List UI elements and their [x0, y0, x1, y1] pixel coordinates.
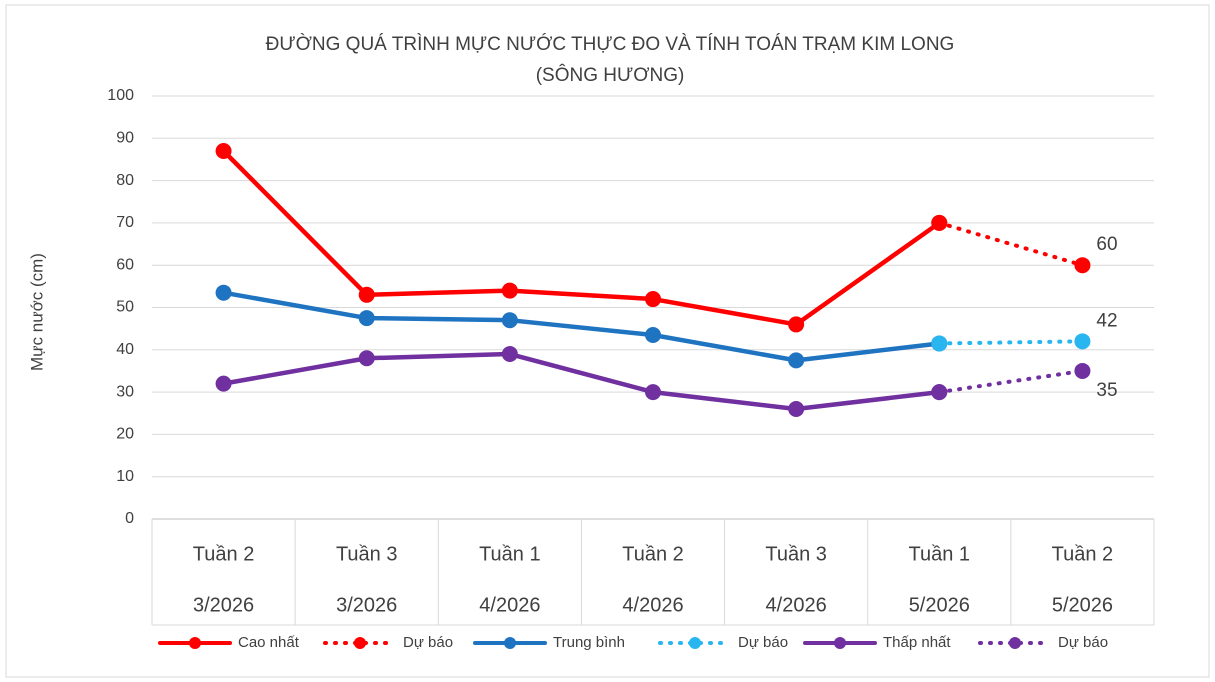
series-line [221, 148, 942, 327]
series-line [221, 351, 942, 412]
data-point [788, 401, 805, 418]
x-tick-label: 4/2026 [622, 594, 683, 616]
x-tick-label: Tuần 1 [909, 543, 971, 565]
legend-label: Thấp nhất [883, 634, 951, 651]
chart-title: (SÔNG HƯƠNG) [536, 64, 685, 86]
data-point [1074, 333, 1091, 350]
y-tick-label: 80 [116, 172, 134, 189]
y-axis-label: Mực nước (cm) [27, 253, 46, 371]
data-point [215, 284, 232, 301]
data-label: 35 [1096, 380, 1117, 401]
x-tick-label: 4/2026 [479, 594, 540, 616]
data-point [931, 214, 948, 231]
data-point [1074, 362, 1091, 379]
y-tick-label: 70 [116, 214, 134, 231]
x-tick-label: Tuần 3 [336, 543, 398, 565]
data-label: 60 [1096, 234, 1117, 255]
data-point [1074, 257, 1091, 274]
legend-label: Trung bình [553, 634, 625, 651]
x-tick-label: Tuần 1 [479, 543, 541, 565]
data-point [501, 282, 518, 299]
data-point [358, 310, 375, 327]
y-tick-label: 100 [107, 87, 134, 104]
y-tick-label: 90 [116, 130, 134, 147]
data-point [645, 326, 661, 343]
x-tick-label: 3/2026 [336, 594, 397, 616]
data-point [358, 286, 375, 303]
y-tick-label: 50 [116, 299, 134, 316]
legend-marker [504, 637, 516, 649]
x-tick-label: Tuần 2 [193, 543, 255, 565]
data-point [931, 335, 948, 352]
legend-label: Dự báo [738, 634, 788, 651]
data-point [215, 142, 232, 159]
y-tick-label: 30 [116, 383, 134, 400]
data-point [501, 346, 518, 363]
y-tick-label: 60 [116, 256, 134, 273]
data-point [501, 312, 518, 329]
data-point [788, 316, 805, 333]
legend-marker [354, 637, 366, 649]
x-tick-label: 3/2026 [193, 594, 254, 616]
data-point [788, 352, 805, 369]
data-point [215, 375, 232, 392]
legend-label: Dự báo [1058, 634, 1108, 651]
data-point [931, 384, 948, 401]
series-line [221, 290, 942, 363]
x-tick-label: 5/2026 [1052, 594, 1113, 616]
series-line [937, 339, 1085, 346]
data-point [645, 291, 661, 308]
chart-title: ĐƯỜNG QUÁ TRÌNH MỰC NƯỚC THỰC ĐO VÀ TÍNH… [266, 33, 955, 55]
legend-label: Cao nhất [238, 634, 300, 651]
y-tick-label: 0 [125, 510, 134, 527]
x-tick-label: 5/2026 [909, 594, 970, 616]
x-tick-label: 4/2026 [766, 594, 827, 616]
data-point [645, 384, 661, 401]
legend-marker [1009, 637, 1021, 649]
legend-marker [689, 637, 701, 649]
y-tick-label: 10 [116, 468, 134, 485]
x-tick-label: Tuần 2 [1052, 543, 1114, 565]
legend-marker [189, 637, 201, 649]
series-line [937, 368, 1085, 395]
legend-label: Dự báo [403, 634, 453, 651]
legend-marker [834, 637, 846, 649]
x-tick-label: Tuần 3 [765, 543, 827, 565]
y-tick-label: 20 [116, 426, 134, 443]
y-tick-label: 40 [116, 341, 134, 358]
x-tick-label: Tuần 2 [622, 543, 684, 565]
data-point [358, 350, 375, 367]
data-label: 42 [1096, 310, 1117, 331]
